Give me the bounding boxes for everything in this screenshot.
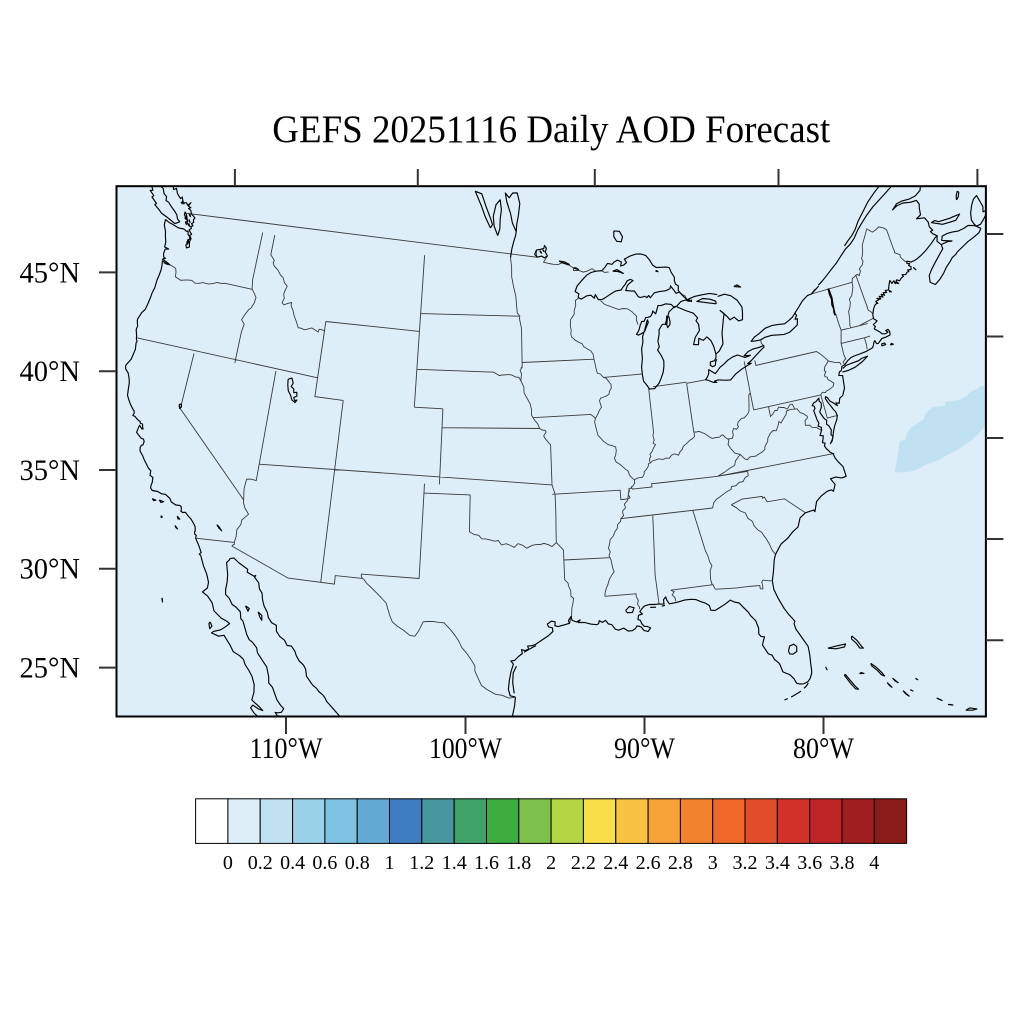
svg-text:3.6: 3.6 — [797, 852, 822, 874]
svg-text:3: 3 — [708, 852, 718, 874]
svg-text:40°N: 40°N — [20, 355, 81, 388]
svg-text:0.2: 0.2 — [248, 852, 273, 874]
svg-text:4: 4 — [869, 852, 879, 874]
svg-text:45°N: 45°N — [20, 256, 81, 289]
svg-text:25°N: 25°N — [20, 652, 81, 685]
svg-text:1.4: 1.4 — [442, 852, 467, 874]
svg-text:80°W: 80°W — [793, 732, 855, 765]
svg-text:1: 1 — [385, 852, 395, 874]
svg-text:30°N: 30°N — [20, 553, 81, 586]
svg-text:2.4: 2.4 — [603, 852, 628, 874]
svg-text:0.4: 0.4 — [280, 852, 305, 874]
svg-text:2.2: 2.2 — [571, 852, 596, 874]
svg-text:1.8: 1.8 — [506, 852, 531, 874]
svg-text:2.8: 2.8 — [668, 852, 693, 874]
svg-text:110°W: 110°W — [250, 732, 324, 765]
svg-text:3.2: 3.2 — [733, 852, 758, 874]
svg-text:100°W: 100°W — [429, 732, 503, 765]
svg-text:GEFS 20251116 Daily AOD Foreca: GEFS 20251116 Daily AOD Forecast — [272, 108, 830, 151]
svg-text:3.8: 3.8 — [830, 852, 855, 874]
svg-text:1.2: 1.2 — [409, 852, 434, 874]
svg-text:2: 2 — [546, 852, 556, 874]
svg-text:3.4: 3.4 — [765, 852, 790, 874]
svg-text:0.6: 0.6 — [312, 852, 337, 874]
svg-text:1.6: 1.6 — [474, 852, 499, 874]
svg-text:0.8: 0.8 — [345, 852, 370, 874]
svg-text:2.6: 2.6 — [636, 852, 661, 874]
svg-text:35°N: 35°N — [20, 454, 81, 487]
svg-text:90°W: 90°W — [614, 732, 676, 765]
svg-text:0: 0 — [223, 852, 233, 874]
